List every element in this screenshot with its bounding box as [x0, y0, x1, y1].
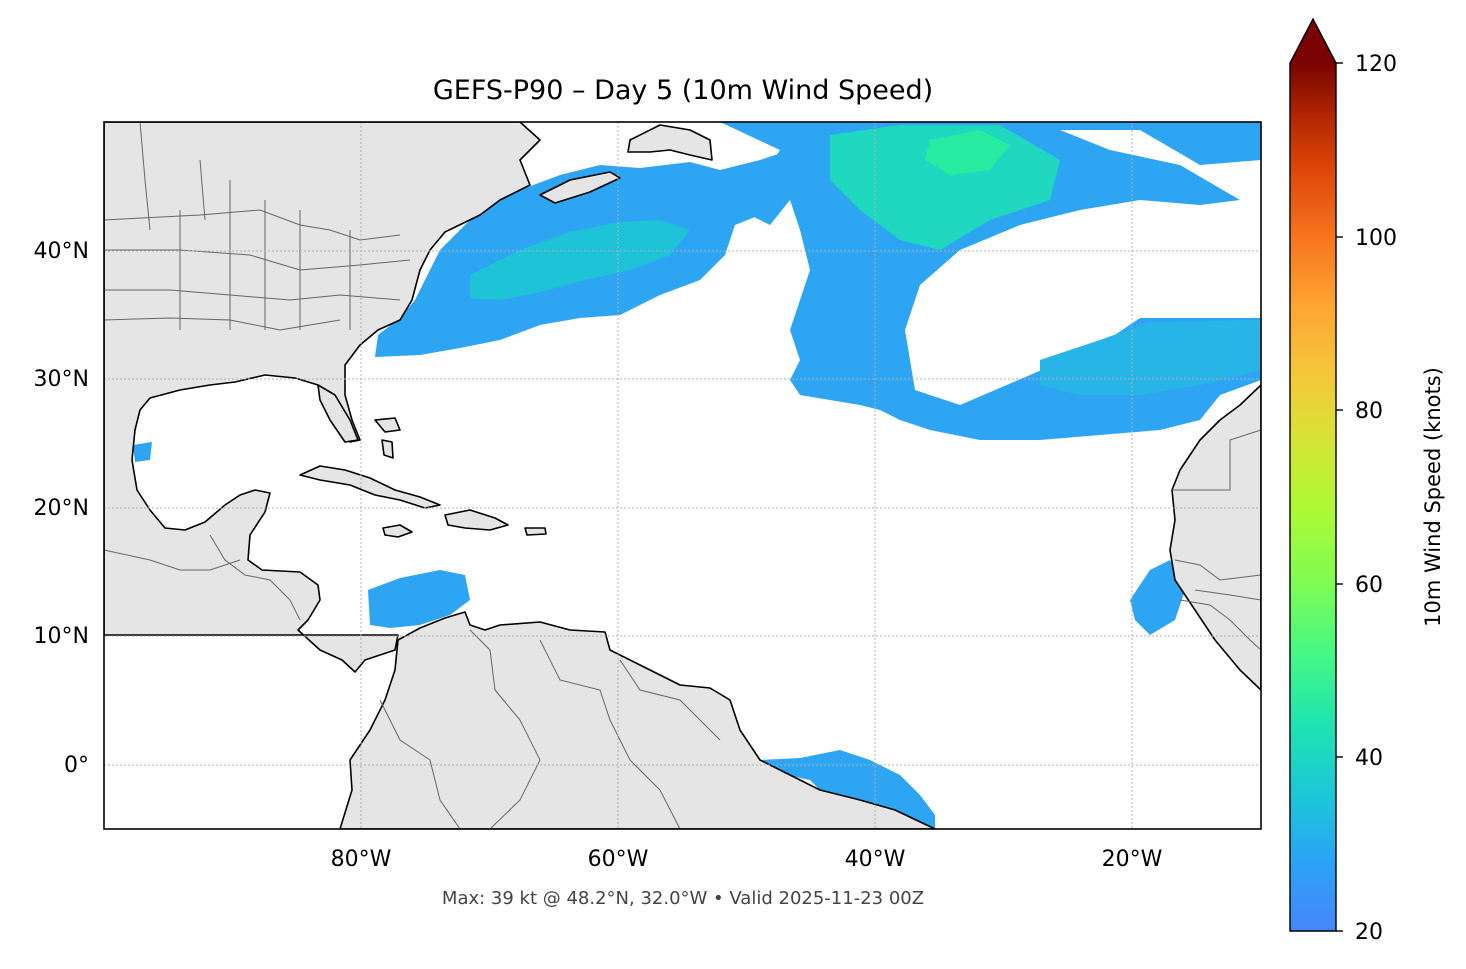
- lon-tick-label: 20°W: [1102, 847, 1163, 872]
- map-frame: [103, 121, 1262, 830]
- wind-region-northwest-atlantic-core: [470, 220, 690, 300]
- lat-tick-label: 0°: [64, 753, 89, 778]
- wind-region-east-central-atlantic: [1040, 320, 1261, 395]
- lon-tick-label: 40°W: [845, 847, 906, 872]
- colorbar-tick-label: 40: [1355, 746, 1383, 771]
- wind-region-caribbean: [368, 570, 470, 628]
- wind-region-north-atlantic-max: [925, 130, 1010, 175]
- lat-tick-label: 30°N: [34, 367, 89, 392]
- colorbar-tick-label: 100: [1355, 226, 1397, 251]
- gridlines: [104, 122, 1261, 829]
- colorbar-tick-label: 60: [1355, 573, 1383, 598]
- lat-tick-labels: 40°N 30°N 20°N 10°N 0°: [34, 239, 89, 778]
- puerto-rico: [524, 527, 547, 536]
- colorbar-outline: [1289, 17, 1337, 932]
- colorbar-tick-label: 120: [1355, 52, 1397, 77]
- florida: [317, 384, 359, 443]
- colorbar-extend-arrow: [1290, 19, 1336, 63]
- map-panel: [104, 122, 1261, 829]
- political-borders: [104, 122, 1261, 829]
- lon-tick-label: 80°W: [331, 847, 392, 872]
- colorbar-tick-labels: 20 40 60 80 100 120: [1355, 52, 1397, 945]
- lat-tick-label: 40°N: [34, 239, 89, 264]
- colorbar-tick-label: 80: [1355, 399, 1383, 424]
- wind-field: [133, 122, 1261, 829]
- hispaniola: [444, 509, 509, 531]
- west-africa-landmass: [1169, 384, 1261, 691]
- bahamas: [374, 417, 401, 459]
- lat-tick-label: 10°N: [34, 624, 89, 649]
- south-america-landmass: [339, 611, 936, 829]
- colorbar-tick-label: 20: [1355, 920, 1383, 945]
- wind-region-west-africa: [1130, 560, 1185, 635]
- lat-tick-label: 20°N: [34, 496, 89, 521]
- lon-tick-label: 60°W: [588, 847, 649, 872]
- nova-scotia: [539, 171, 621, 204]
- north-america-landmass: [104, 122, 541, 673]
- footer-caption: Max: 39 kt @ 48.2°N, 32.0°W • Valid 2025…: [442, 888, 924, 909]
- wind-region-north-atlantic-core: [830, 125, 1060, 250]
- jamaica: [382, 524, 413, 538]
- colorbar-gradient: [1290, 63, 1336, 931]
- colorbar: 20 40 60 80 100 120 10m Wind Speed (knot…: [1289, 17, 1445, 945]
- land: [104, 122, 1261, 829]
- wind-region-gulf: [133, 442, 152, 462]
- colorbar-label: 10m Wind Speed (knots): [1421, 367, 1445, 627]
- map-title: GEFS-P90 – Day 5 (10m Wind Speed): [433, 75, 933, 106]
- colorbar-ticks: [1336, 62, 1343, 932]
- lon-tick-labels: 80°W 60°W 40°W 20°W: [331, 847, 1163, 872]
- newfoundland: [627, 124, 713, 161]
- cuba: [299, 465, 441, 509]
